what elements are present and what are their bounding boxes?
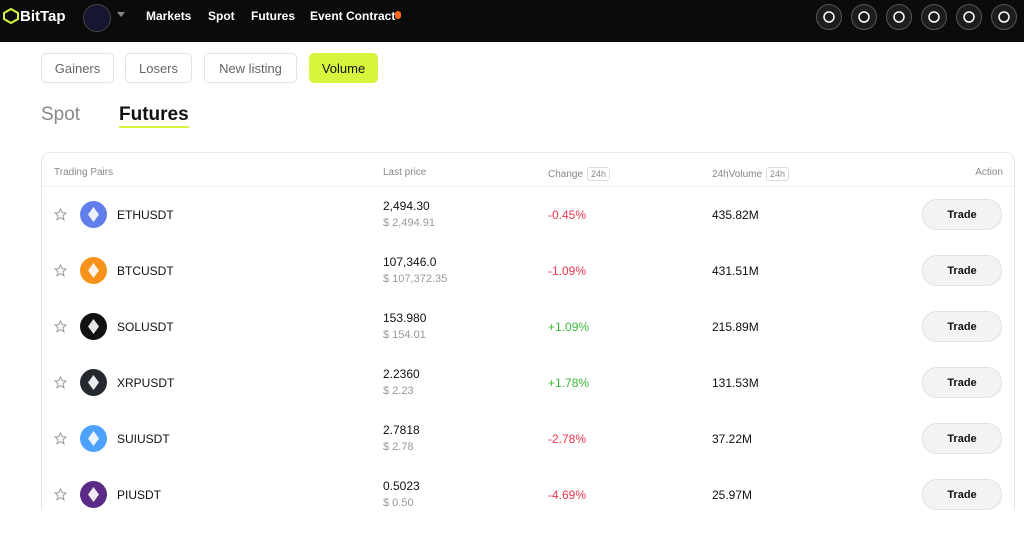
filter-button[interactable]: Volume <box>309 53 378 83</box>
coin-icon <box>80 313 107 340</box>
column-label: Action <box>975 167 1003 178</box>
table-row: XRPUSDT 2.2360 $ 2.23 +1.78% 131.53M Trade <box>42 355 1014 411</box>
volume: 435.82M <box>712 208 759 222</box>
header-icon[interactable] <box>956 4 982 30</box>
favorite-star[interactable] <box>53 487 68 506</box>
change: +1.09% <box>548 320 590 334</box>
favorite-star[interactable] <box>53 207 68 226</box>
change: -0.45% <box>548 208 587 222</box>
header-icon[interactable] <box>851 4 877 30</box>
favorite-star[interactable] <box>53 319 68 338</box>
pair-name: PIUSDT <box>117 488 162 502</box>
pair-name: SUIUSDT <box>117 432 170 446</box>
change: -1.09% <box>548 264 587 278</box>
column-label: Last price <box>383 167 427 178</box>
period-badge[interactable]: 24h <box>587 167 611 181</box>
pair-name: ETHUSDT <box>117 208 174 222</box>
column-header: Last price <box>383 167 426 178</box>
volume: 25.97M <box>712 488 753 502</box>
top-bar: BitTap Markets Spot Futures Event Contract <box>0 0 1024 42</box>
tab[interactable]: Spot <box>41 104 81 125</box>
last-price: 2.2360 <box>383 367 420 381</box>
header-icon[interactable] <box>886 4 912 30</box>
column-header: Change 24h <box>548 167 611 181</box>
tab[interactable]: Futures <box>119 104 189 128</box>
usd-price: $ 2,494.91 <box>383 217 435 229</box>
coin-icon <box>80 481 107 508</box>
trade-button[interactable]: Trade <box>922 255 1002 286</box>
nav-link[interactable]: Futures <box>251 9 296 23</box>
last-price: 2.7818 <box>383 423 420 437</box>
avatar[interactable] <box>83 4 111 32</box>
coin-icon <box>80 369 107 396</box>
trade-button[interactable]: Trade <box>922 479 1002 510</box>
logo-icon <box>3 8 19 24</box>
trade-button[interactable]: Trade <box>922 367 1002 398</box>
table-row: SUIUSDT 2.7818 $ 2.78 -2.78% 37.22M Trade <box>42 411 1014 467</box>
usd-price: $ 2.78 <box>383 441 414 453</box>
filter-button[interactable]: Gainers <box>41 53 114 83</box>
period-badge[interactable]: 24h <box>766 167 790 181</box>
nav-link[interactable]: Event Contract <box>310 9 396 23</box>
column-header: 24hVolume 24h <box>712 167 790 181</box>
nav-link[interactable]: Markets <box>146 9 192 23</box>
trade-button[interactable]: Trade <box>922 311 1002 342</box>
filter-button[interactable]: New listing <box>204 53 297 83</box>
favorite-star[interactable] <box>53 375 68 394</box>
usd-price: $ 154.01 <box>383 329 426 341</box>
table-row: PIUSDT 0.5023 $ 0.50 -4.69% 25.97M Trade <box>42 467 1014 510</box>
pair-name: XRPUSDT <box>117 376 175 390</box>
last-price: 107,346.0 <box>383 255 437 269</box>
pair-name: BTCUSDT <box>117 264 174 278</box>
table-header: Trading Pairs Last price Change 24h 24hVolum… <box>42 153 1014 187</box>
logo[interactable]: BitTap <box>20 8 66 25</box>
change: -4.69% <box>548 488 587 502</box>
usd-price: $ 0.50 <box>383 497 414 509</box>
coin-icon <box>80 425 107 452</box>
last-price: 153.980 <box>383 311 427 325</box>
column-label: Change <box>548 169 584 180</box>
header-icon[interactable] <box>816 4 842 30</box>
favorite-star[interactable] <box>53 431 68 450</box>
column-label: 24hVolume <box>712 169 763 180</box>
column-header: Action <box>975 167 1003 178</box>
column-label: Trading Pairs <box>54 167 114 178</box>
table-row: BTCUSDT 107,346.0 $ 107,372.35 -1.09% 431.51… <box>42 243 1014 299</box>
dropdown-arrow[interactable] <box>117 12 125 18</box>
coin-icon <box>80 257 107 284</box>
header-icon[interactable] <box>991 4 1017 30</box>
volume: 131.53M <box>712 376 759 390</box>
coin-icon <box>80 201 107 228</box>
table-row: ETHUSDT 2,494.30 $ 2,494.91 -0.45% 435.82M Tr… <box>42 187 1014 243</box>
volume: 215.89M <box>712 320 759 334</box>
pair-name: SOLUSDT <box>117 320 174 334</box>
volume: 37.22M <box>712 432 753 446</box>
header-icon[interactable] <box>921 4 947 30</box>
column-header: Trading Pairs <box>54 167 113 178</box>
nav-link[interactable]: Spot <box>208 9 235 23</box>
fire-icon <box>395 11 401 19</box>
market-table: Trading Pairs Last price Change 24h 24hVolum… <box>41 152 1015 510</box>
change: +1.78% <box>548 376 590 390</box>
trade-button[interactable]: Trade <box>922 423 1002 454</box>
trade-button[interactable]: Trade <box>922 199 1002 230</box>
table-row: SOLUSDT 153.980 $ 154.01 +1.09% 215.89M Trade <box>42 299 1014 355</box>
usd-price: $ 2.23 <box>383 385 414 397</box>
change: -2.78% <box>548 432 587 446</box>
favorite-star[interactable] <box>53 263 68 282</box>
filter-button[interactable]: Losers <box>125 53 192 83</box>
usd-price: $ 107,372.35 <box>383 273 448 285</box>
volume: 431.51M <box>712 264 759 278</box>
last-price: 2,494.30 <box>383 199 430 213</box>
last-price: 0.5023 <box>383 479 420 493</box>
